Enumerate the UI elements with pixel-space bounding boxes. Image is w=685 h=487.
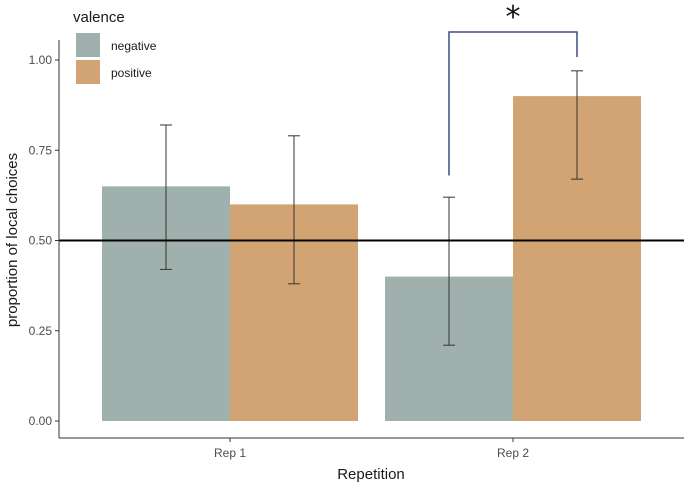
legend-label-positive: positive (111, 66, 152, 80)
significance-bracket (448, 31, 578, 176)
significance-star: * (506, 0, 521, 35)
y-axis-title: proportion of local choices (4, 153, 21, 327)
x-tick-label: Rep 2 (497, 446, 529, 460)
legend-label-negative: negative (111, 39, 157, 53)
y-tick-label: 0.00 (29, 414, 53, 428)
legend-swatch-negative (76, 33, 100, 57)
x-tick-label: Rep 1 (214, 446, 246, 460)
y-tick-label: 0.50 (29, 234, 53, 248)
x-axis-title: Repetition (337, 466, 405, 483)
legend: valence negative positive (73, 9, 157, 84)
y-tick-label: 0.25 (29, 324, 53, 338)
y-axis-ticks: 0.00 0.25 0.50 0.75 1.00 (29, 53, 59, 428)
legend-title: valence (73, 9, 125, 26)
x-axis-ticks: Rep 1 Rep 2 (214, 438, 529, 460)
bars-layer (102, 96, 641, 421)
error-bars-layer (160, 70, 583, 346)
y-tick-label: 0.75 (29, 143, 53, 157)
y-tick-label: 1.00 (29, 53, 53, 67)
legend-swatch-positive (76, 60, 100, 84)
